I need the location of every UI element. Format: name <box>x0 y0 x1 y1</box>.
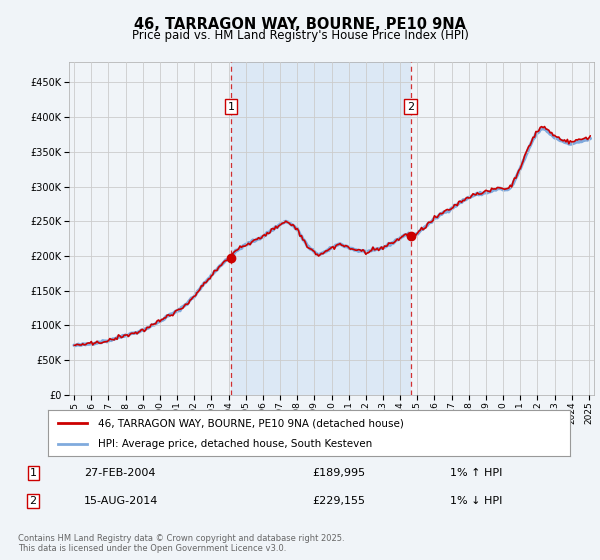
Text: 27-FEB-2004: 27-FEB-2004 <box>84 468 155 478</box>
Text: 1% ↓ HPI: 1% ↓ HPI <box>450 496 502 506</box>
Text: 1: 1 <box>227 101 235 111</box>
Text: 2: 2 <box>29 496 37 506</box>
Text: 15-AUG-2014: 15-AUG-2014 <box>84 496 158 506</box>
Text: 46, TARRAGON WAY, BOURNE, PE10 9NA: 46, TARRAGON WAY, BOURNE, PE10 9NA <box>134 17 466 32</box>
Text: HPI: Average price, detached house, South Kesteven: HPI: Average price, detached house, Sout… <box>98 438 372 449</box>
Text: Contains HM Land Registry data © Crown copyright and database right 2025.
This d: Contains HM Land Registry data © Crown c… <box>18 534 344 553</box>
Text: £229,155: £229,155 <box>312 496 365 506</box>
Text: 46, TARRAGON WAY, BOURNE, PE10 9NA (detached house): 46, TARRAGON WAY, BOURNE, PE10 9NA (deta… <box>98 418 403 428</box>
Text: 1% ↑ HPI: 1% ↑ HPI <box>450 468 502 478</box>
Text: 1: 1 <box>29 468 37 478</box>
Text: 2: 2 <box>407 101 415 111</box>
Bar <box>231 62 411 395</box>
Text: Price paid vs. HM Land Registry's House Price Index (HPI): Price paid vs. HM Land Registry's House … <box>131 29 469 42</box>
Text: £189,995: £189,995 <box>312 468 365 478</box>
